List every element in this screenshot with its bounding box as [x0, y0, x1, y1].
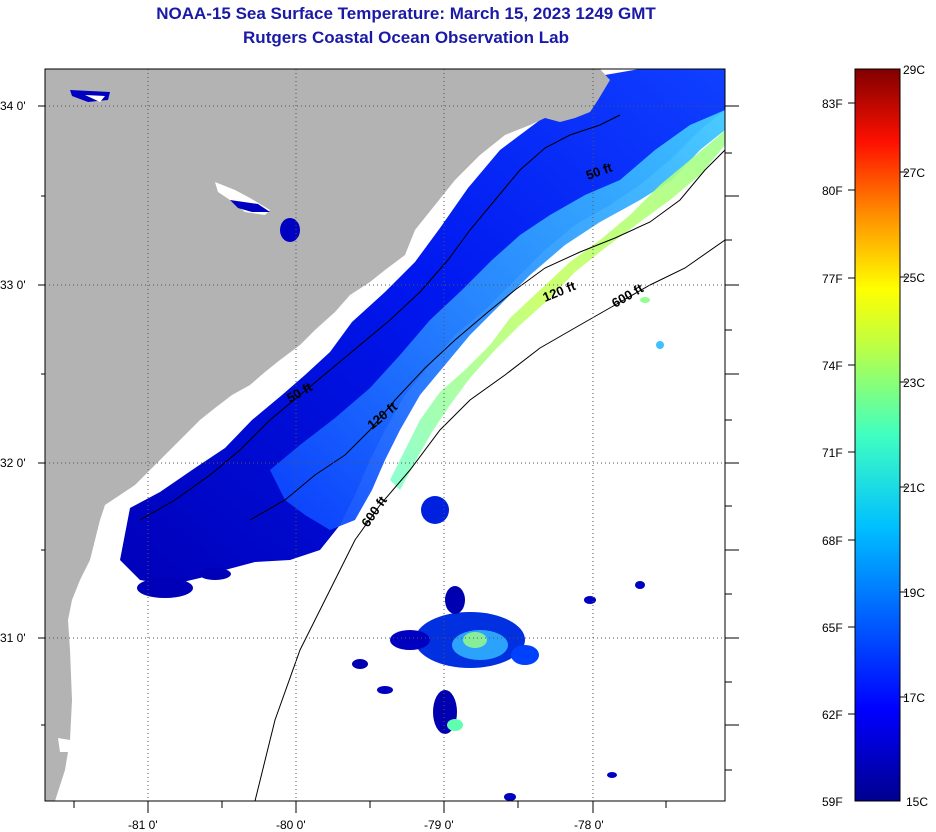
land-mass: [45, 69, 610, 801]
coastal-no-data: [58, 738, 72, 752]
colorbar-f-74: 74F: [822, 359, 843, 373]
colorbar-c-21: 21C: [903, 481, 925, 495]
colorbar-f-62: 62F: [822, 708, 843, 722]
title-line-1: NOAA-15 Sea Surface Temperature: March 1…: [156, 4, 656, 23]
colorbar-c-25: 25C: [903, 271, 925, 285]
colorbar-c-15: 15C: [906, 795, 928, 809]
lat-label-33: 33 0': [0, 278, 26, 292]
inland-water: [230, 200, 270, 212]
lon-label-79: -79 0': [424, 818, 454, 832]
map-layers: 50 ft 120 ft 600 ft 50 ft 120 ft 600 ft: [45, 69, 725, 801]
colorbar-f-59: 59F: [822, 795, 843, 809]
contour-600ft: [254, 239, 725, 801]
map-frame: [44, 68, 726, 802]
colorbar-f-65: 65F: [822, 621, 843, 635]
lon-label-81: -81 0': [128, 818, 158, 832]
contour-120ft: [249, 149, 725, 521]
title-line-2: Rutgers Coastal Ocean Observation Lab: [243, 28, 569, 47]
colorbar-c-17: 17C: [903, 691, 925, 705]
inland-lake-north: [85, 95, 105, 102]
colorbar-c-23: 23C: [903, 376, 925, 390]
contour-50ft: [139, 114, 621, 521]
colorbar-f-77: 77F: [822, 272, 843, 286]
colorbar-c-19: 19C: [903, 586, 925, 600]
lat-label-32: 32 0': [0, 456, 26, 470]
colorbar-c-29: 29C: [903, 63, 925, 77]
colorbar-f-68: 68F: [822, 534, 843, 548]
sst-shelf-band: [270, 110, 725, 530]
lat-label-31: 31 0': [0, 631, 26, 645]
sst-scatter-patches: [137, 297, 664, 801]
sst-nearshore-band: [120, 69, 725, 585]
colorbar-f-83: 83F: [822, 97, 843, 111]
colorbar-f-71: 71F: [822, 446, 843, 460]
sst-gulfstream-edge: [390, 130, 725, 490]
lat-label-34: 34 0': [0, 99, 26, 113]
colorbar-f-80: 80F: [822, 184, 843, 198]
graticule: [45, 69, 725, 801]
colorbar: [854, 68, 901, 802]
map-ticks: [38, 105, 739, 813]
colorbar-ticks: [848, 102, 907, 715]
lon-label-80: -80 0': [276, 818, 306, 832]
inland-reservoir: [280, 218, 300, 242]
colorbar-c-27: 27C: [903, 166, 925, 180]
lon-label-78: -78 0': [574, 818, 604, 832]
